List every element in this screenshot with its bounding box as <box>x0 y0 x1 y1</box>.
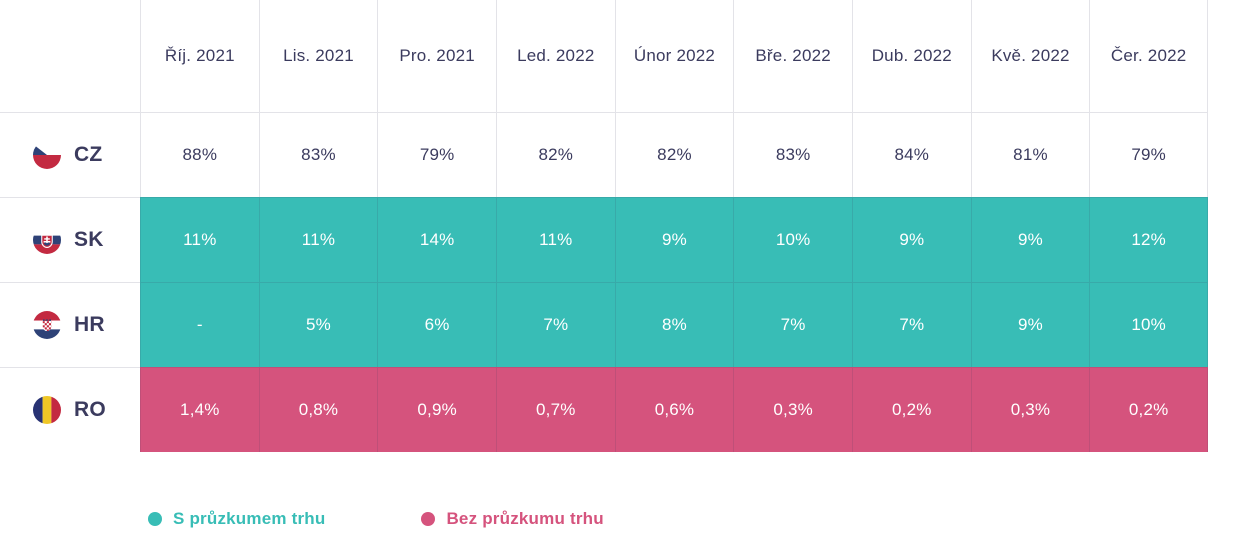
column-header: Dub. 2022 <box>851 0 971 112</box>
value-cell: 0,8% <box>258 367 378 452</box>
column-header: Říj. 2021 <box>140 0 259 112</box>
value-cell: 79% <box>1089 112 1208 197</box>
czech-flag-icon <box>33 141 61 169</box>
legend-bullet-icon <box>421 512 436 526</box>
value-cell: 84% <box>851 112 971 197</box>
value-cell: 83% <box>258 112 378 197</box>
value-cell: 88% <box>140 112 259 197</box>
value-cell: 9% <box>970 197 1090 282</box>
value-cell: 14% <box>377 197 496 282</box>
column-header: Pro. 2021 <box>377 0 496 112</box>
value-cell: 5% <box>258 282 378 367</box>
value-cell: 0,2% <box>851 367 971 452</box>
croatia-flag-icon <box>33 311 61 339</box>
value-cell: 8% <box>614 282 734 367</box>
value-cell: - <box>140 282 259 367</box>
column-header: Bře. 2022 <box>733 0 852 112</box>
legend-bullet-icon <box>148 512 162 526</box>
slovakia-flag-icon <box>33 226 61 254</box>
data-table: Říj. 2021 Lis. 2021 Pro. 2021 Led. 2022 Únor… <box>0 0 1208 452</box>
value-cell: 11% <box>140 197 259 282</box>
row-code: SK <box>74 228 104 251</box>
legend-label: S průzkumem trhu <box>173 509 326 528</box>
legend-item: Bez průzkumu trhu <box>421 509 604 529</box>
value-cell: 82% <box>495 112 615 197</box>
value-cell: 9% <box>970 282 1090 367</box>
value-cell: 0,2% <box>1089 367 1208 452</box>
column-header: Únor 2022 <box>614 0 734 112</box>
value-cell: 7% <box>495 282 615 367</box>
value-cell: 83% <box>733 112 852 197</box>
legend-item: S průzkumem trhu <box>148 509 325 529</box>
legend-label: Bez průzkumu trhu <box>446 509 604 528</box>
value-cell: 12% <box>1089 197 1208 282</box>
value-cell: 10% <box>733 197 852 282</box>
value-cell: 7% <box>851 282 971 367</box>
row-label-sk: SK <box>0 197 140 282</box>
value-cell: 82% <box>614 112 734 197</box>
value-cell: 0,7% <box>495 367 615 452</box>
value-cell: 11% <box>258 197 378 282</box>
corner-cell <box>0 0 140 112</box>
value-cell: 9% <box>851 197 971 282</box>
legend: S průzkumem trhu Bez průzkumu trhu <box>148 509 604 529</box>
value-cell: 81% <box>970 112 1090 197</box>
value-cell: 7% <box>733 282 852 367</box>
value-cell: 79% <box>377 112 496 197</box>
row-label-cz: CZ <box>0 112 140 197</box>
value-cell: 0,3% <box>733 367 852 452</box>
row-code: CZ <box>74 143 103 166</box>
value-cell: 1,4% <box>140 367 259 452</box>
column-header: Kvě. 2022 <box>970 0 1090 112</box>
value-cell: 10% <box>1089 282 1208 367</box>
value-cell: 0,9% <box>377 367 496 452</box>
value-cell: 0,3% <box>970 367 1090 452</box>
column-header: Lis. 2021 <box>258 0 378 112</box>
value-cell: 0,6% <box>614 367 734 452</box>
column-header: Čer. 2022 <box>1089 0 1208 112</box>
value-cell: 9% <box>614 197 734 282</box>
row-code: HR <box>74 313 105 336</box>
value-cell: 6% <box>377 282 496 367</box>
row-label-hr: HR <box>0 282 140 367</box>
row-label-ro: RO <box>0 367 140 452</box>
romania-flag-icon <box>33 396 61 424</box>
row-code: RO <box>74 398 106 421</box>
column-header: Led. 2022 <box>495 0 615 112</box>
value-cell: 11% <box>495 197 615 282</box>
